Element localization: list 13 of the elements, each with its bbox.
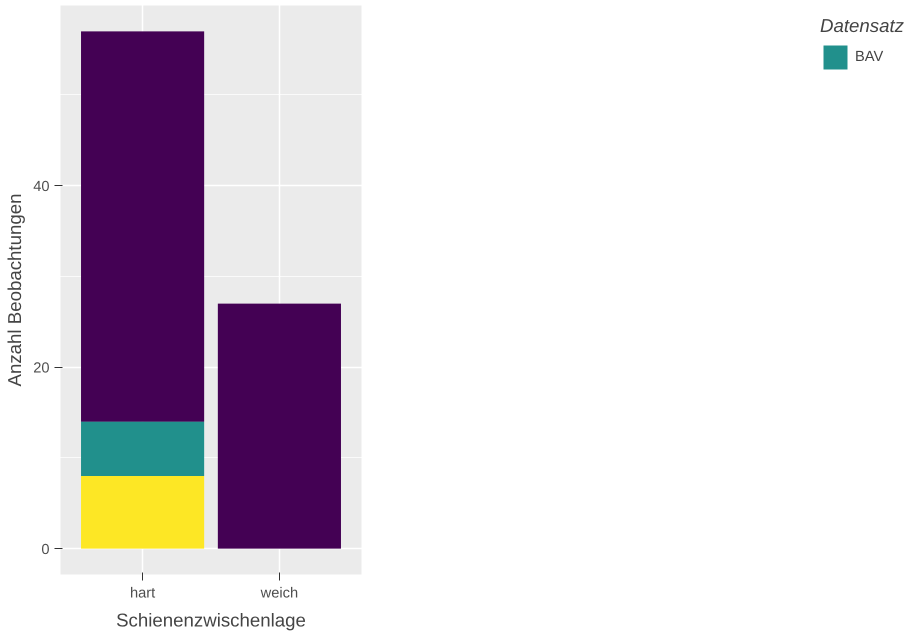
bar [218, 304, 341, 549]
bar [81, 422, 204, 476]
legend-label: BAV [855, 49, 884, 65]
y-axis-title: Anzahl Beobachtungen [4, 194, 26, 386]
legend-title: Datensatz [820, 15, 904, 37]
y-tick-label: 0 [41, 542, 50, 558]
bar [81, 476, 204, 549]
y-tick-label: 40 [33, 179, 50, 196]
x-tick-label: hart [130, 586, 156, 602]
x-tick-label: weich [260, 586, 298, 602]
bar [81, 31, 204, 422]
y-tick-label: 20 [33, 360, 50, 377]
x-axis-title: Schienenzwischenlage [116, 610, 306, 630]
